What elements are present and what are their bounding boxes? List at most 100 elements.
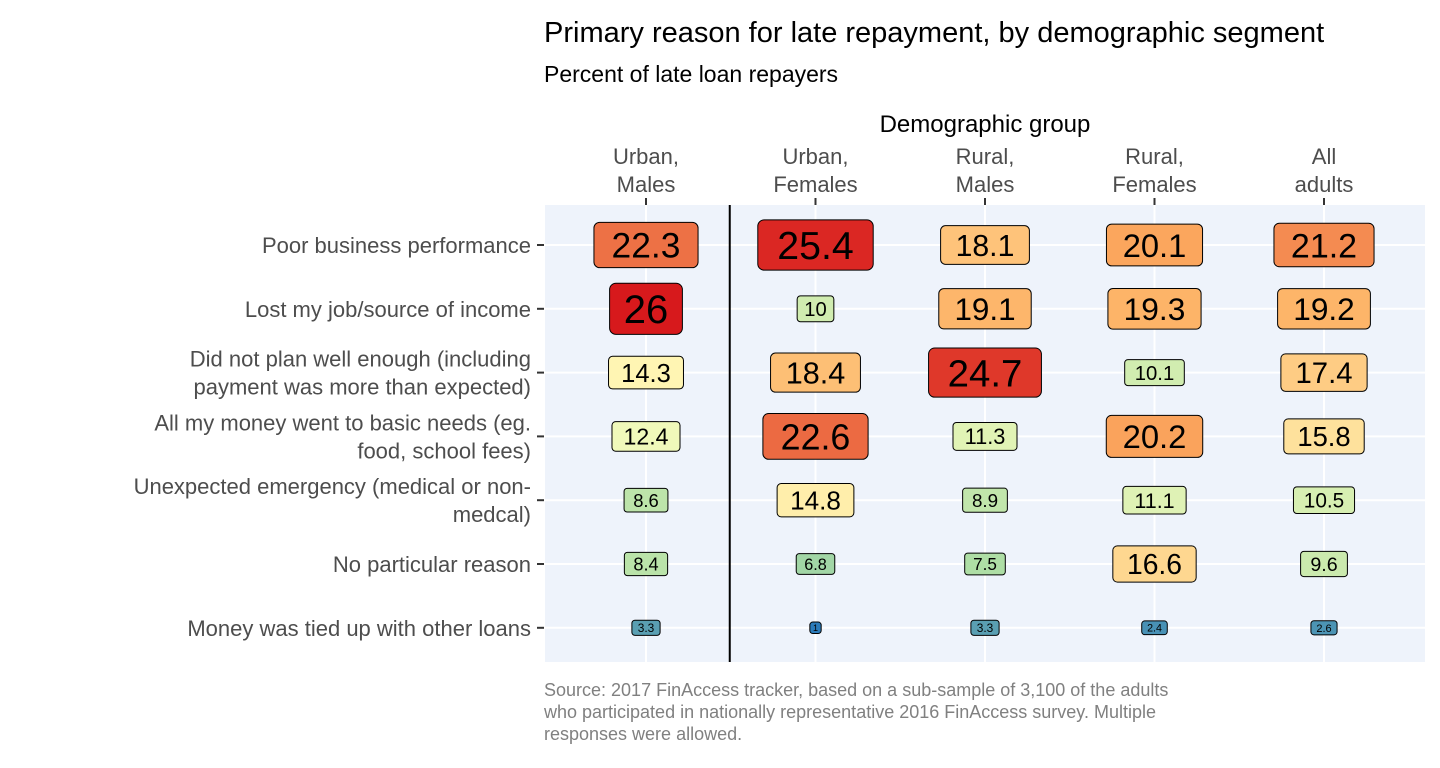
- cell-box: [1105, 414, 1204, 458]
- cell-box: [1124, 359, 1185, 387]
- cell-box: [1277, 288, 1371, 330]
- heatmap-cell: 2.4: [1141, 620, 1168, 636]
- cell-value-label: 12.4: [624, 424, 669, 450]
- cell-value-label: 22.3: [612, 226, 681, 266]
- cell-box: [1112, 545, 1197, 583]
- row-label: Did not plan well enough (including payme…: [190, 347, 531, 400]
- cell-value-label: 11.1: [1134, 489, 1174, 513]
- row-label: Money was tied up with other loans: [187, 616, 531, 641]
- cell-box: [928, 347, 1042, 398]
- row-label: Lost my job/source of income: [245, 297, 531, 322]
- cell-value-label: 20.2: [1123, 418, 1187, 455]
- cell-box: [970, 619, 1000, 636]
- plot-area: 22.3 25.4 18.1 20.1 21.2 26 10 19.1 19.3 19.2 14.3…: [545, 205, 1425, 662]
- heatmap-cell: 9.6: [1300, 550, 1348, 578]
- heatmap-cell: 11.3: [952, 421, 1018, 451]
- cell-box: [1107, 288, 1202, 330]
- chart-subtitle: Percent of late loan repayers: [544, 61, 838, 87]
- chart-title: Primary reason for late repayment, by de…: [544, 17, 1324, 49]
- cell-box: [964, 552, 1006, 576]
- heatmap-cell: 25.4: [757, 219, 874, 271]
- cell-value-label: 8.6: [633, 490, 659, 511]
- cell-value-label: 11.3: [965, 424, 1006, 449]
- cell-value-label: 19.3: [1124, 291, 1186, 327]
- cell-box: [1273, 222, 1375, 268]
- column-label: All adults: [1295, 144, 1354, 197]
- cell-value-label: 3.3: [638, 621, 655, 635]
- cell-value-label: 2.6: [1316, 623, 1331, 635]
- heatmap-cell: 24.7: [928, 347, 1042, 398]
- cell-value-label: 21.2: [1291, 227, 1357, 265]
- axis-labels: Urban, Males Urban, Females Rural, Males Rural…: [134, 144, 1354, 641]
- cell-value-label: 25.4: [777, 224, 853, 268]
- cell-box: [623, 551, 669, 577]
- heatmap-cell: 16.6: [1112, 545, 1197, 583]
- heatmap-cell: 7.5: [964, 552, 1006, 576]
- cell-value-label: 9.6: [1310, 554, 1337, 576]
- cell-value-label: 14.3: [621, 360, 671, 388]
- cell-box: [795, 553, 836, 575]
- cell-value-label: 22.6: [781, 417, 851, 457]
- column-label: Urban, Females: [773, 144, 857, 197]
- cell-value-label: 24.7: [948, 352, 1023, 395]
- cell-box: [1292, 486, 1356, 514]
- heatmap-cell: 22.3: [593, 221, 699, 269]
- cell-value-label: 2.4: [1147, 623, 1162, 635]
- cell-value-label: 16.6: [1127, 548, 1182, 580]
- heatmap-cell: 20.1: [1105, 223, 1204, 267]
- heatmap-cell: 8.9: [962, 487, 1008, 513]
- cell-box: [796, 295, 835, 323]
- cell-value-label: 6.8: [804, 556, 827, 574]
- cell-value-label: 18.1: [956, 230, 1015, 263]
- heatmap-cell: 3.3: [970, 619, 1000, 636]
- heatmap-cell: 2.6: [1310, 620, 1338, 636]
- row-label: Unexpected emergency (medical or non-med…: [134, 474, 531, 527]
- cell-box: [631, 619, 661, 636]
- cell-box: [1105, 223, 1204, 267]
- heatmap-cell: 14.3: [608, 355, 684, 390]
- cell-box: [776, 482, 855, 518]
- heatmap-cell: 17.4: [1280, 353, 1368, 392]
- cell-value-label: 8.9: [972, 490, 998, 511]
- heatmap-cell: 12.4: [611, 421, 681, 452]
- heatmap-cell: 20.2: [1105, 414, 1204, 458]
- heatmap-cell: 8.4: [623, 551, 669, 577]
- heatmap-cell: 21.2: [1273, 222, 1375, 268]
- heatmap-cell: 10.1: [1124, 359, 1185, 387]
- cell-value-label: 7.5: [973, 555, 997, 574]
- x-axis-title: Demographic group: [880, 111, 1091, 138]
- cell-box: [1283, 418, 1365, 455]
- cell-box: [1141, 620, 1168, 636]
- cell-box: [809, 621, 822, 635]
- cell-box: [609, 282, 683, 335]
- cell-box: [593, 221, 699, 269]
- row-label: Poor business performance: [262, 233, 531, 258]
- heatmap-cell: 10.5: [1292, 486, 1356, 514]
- heatmap-cell: 10: [796, 295, 835, 323]
- cell-box: [1280, 353, 1368, 392]
- heatmap-cell: 26: [609, 282, 683, 335]
- cell-value-label: 20.1: [1123, 227, 1187, 264]
- cell-value-label: 15.8: [1297, 421, 1350, 452]
- cell-box: [611, 421, 681, 452]
- cell-value-label: 17.4: [1295, 357, 1352, 390]
- column-label: Rural, Females: [1112, 144, 1196, 197]
- cell-value-label: 19.1: [954, 292, 1015, 327]
- cell-box: [623, 487, 669, 513]
- cell-box: [938, 288, 1032, 330]
- heatmap-cell: 19.2: [1277, 288, 1371, 330]
- heatmap-cell: 18.4: [770, 352, 861, 393]
- cell-box: [1300, 550, 1348, 578]
- cell-box: [1122, 485, 1187, 515]
- cell-value-label: 10.5: [1304, 490, 1344, 513]
- cell-box: [940, 225, 1030, 265]
- caption: Source: 2017 FinAccess tracker, based on…: [543, 680, 1168, 744]
- heatmap-cell: 1: [809, 621, 822, 635]
- column-label: Urban, Males: [613, 144, 679, 197]
- cell-box: [608, 355, 684, 390]
- cell-box: [757, 219, 874, 271]
- heatmap-cell: 19.3: [1107, 288, 1202, 330]
- heatmap-cell: 15.8: [1283, 418, 1365, 455]
